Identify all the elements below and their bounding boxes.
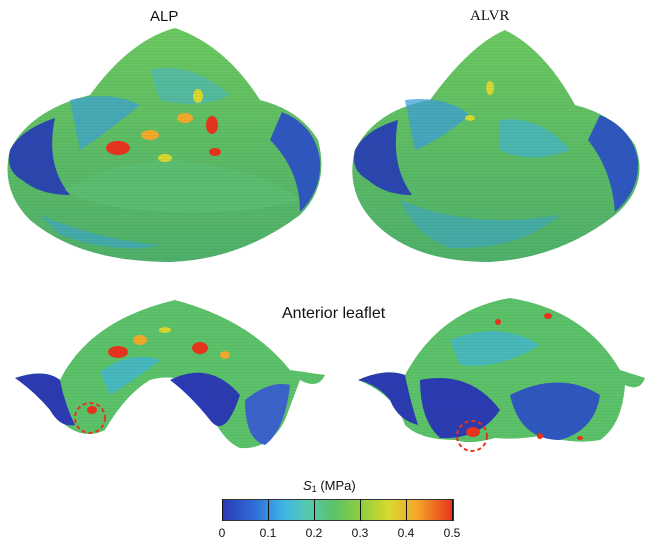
alvr-anterior-leaflet xyxy=(358,298,645,452)
colorbar xyxy=(222,499,454,521)
colorbar-tick xyxy=(360,499,361,521)
colorbar-tick xyxy=(452,499,453,521)
anterior-leaflet-label: Anterior leaflet xyxy=(282,305,386,322)
colorbar-tick-label: 0.5 xyxy=(443,526,461,540)
alp-highlight-circle xyxy=(74,402,106,434)
colorbar-title: S1 (MPa) xyxy=(303,478,356,494)
colorbar-tick-label: 0.3 xyxy=(351,526,369,540)
alp-title: ALP xyxy=(150,8,179,25)
alp-valve-top xyxy=(7,28,322,262)
colorbar-tick-label: 0.1 xyxy=(259,526,277,540)
colorbar-tick xyxy=(222,499,223,521)
colorbar-tick-label: 0.2 xyxy=(305,526,323,540)
alvr-highlight-circle xyxy=(456,420,488,452)
valve-figure xyxy=(7,28,645,452)
alp-anterior-leaflet xyxy=(15,300,325,449)
alvr-valve-top xyxy=(352,30,640,262)
colorbar-tick xyxy=(314,499,315,521)
colorbar-subscript: 1 xyxy=(311,484,317,494)
colorbar-tick-label: 0 xyxy=(218,526,226,540)
alvr-title: ALVR xyxy=(470,8,510,24)
colorbar-tick xyxy=(268,499,269,521)
colorbar-tick-label: 0.4 xyxy=(397,526,415,540)
colorbar-tick xyxy=(406,499,407,521)
colorbar-unit: (MPa) xyxy=(320,478,356,493)
colorbar-symbol: S xyxy=(303,478,312,493)
